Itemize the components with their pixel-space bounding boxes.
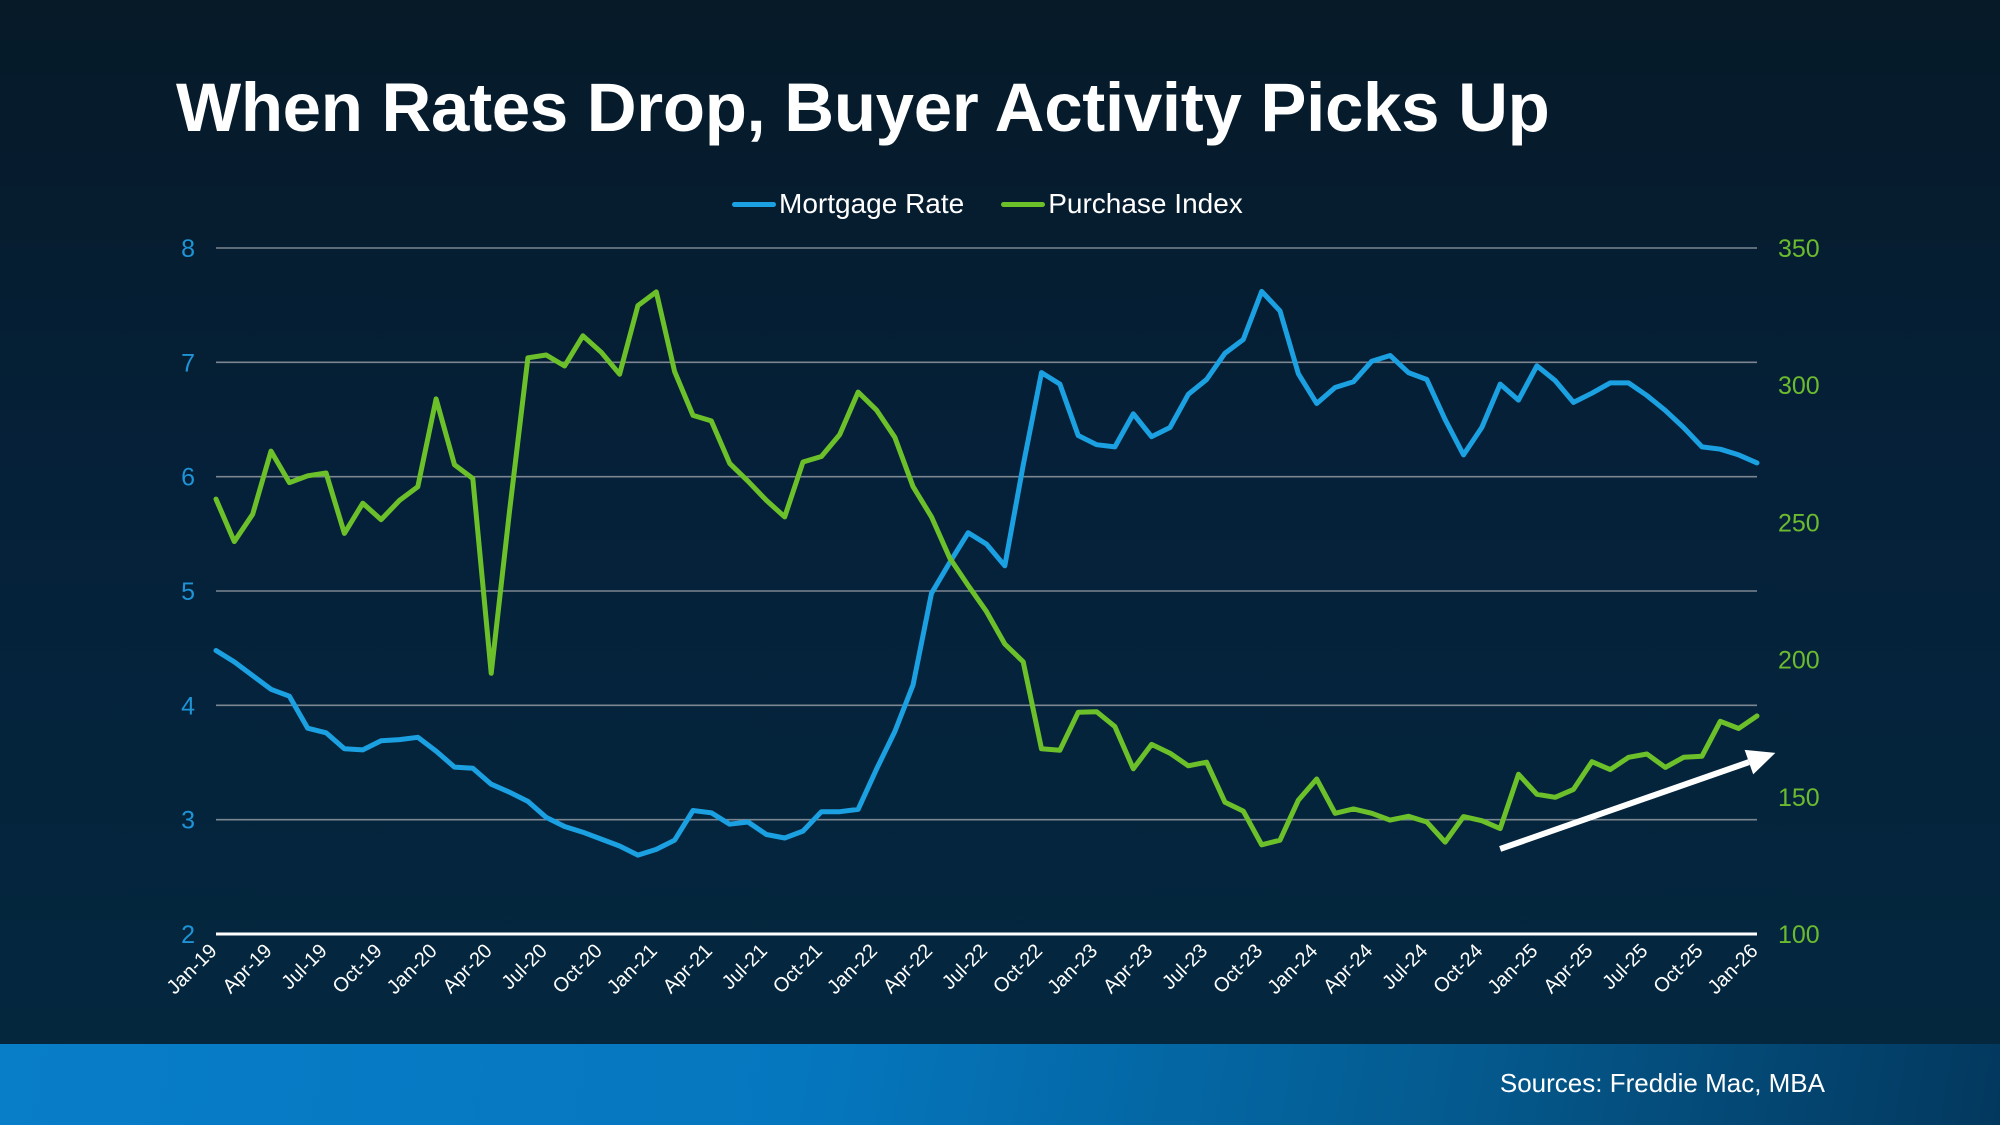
x-axis-tick-label: Oct-25 — [1649, 940, 1707, 998]
legend-item-mortgage-rate: Mortgage Rate — [732, 188, 964, 220]
x-axis-tick-label: Jul-25 — [1598, 940, 1652, 994]
x-axis-tick-label: Apr-24 — [1319, 940, 1377, 998]
x-axis-tick-label: Oct-24 — [1429, 940, 1487, 998]
legend-label-mortgage-rate: Mortgage Rate — [779, 188, 965, 219]
x-axis-tick-label: Apr-22 — [879, 940, 937, 998]
right-axis-ticks: 100 150 200 250 300 350 — [1778, 235, 1820, 949]
left-axis-tick-label: 3 — [181, 807, 195, 835]
x-axis-tick-label: Oct-20 — [549, 940, 607, 998]
series-line-mortgage-rate — [213, 288, 1760, 858]
series-line-purchase-index — [213, 289, 1760, 848]
right-axis-tick-label: 350 — [1778, 235, 1820, 263]
x-axis-tick-label: Jan-22 — [823, 940, 882, 999]
chart-title: When Rates Drop, Buyer Activity Picks Up — [176, 69, 1550, 146]
x-axis-tick-label: Jul-24 — [1378, 940, 1432, 994]
x-axis-tick-label: Oct-19 — [329, 940, 387, 998]
x-axis-tick-label: Oct-22 — [989, 940, 1047, 998]
x-axis-tick-label: Jul-19 — [278, 940, 332, 994]
grid-lines — [216, 247, 1757, 936]
footer-band: Sources: Freddie Mac, MBA — [0, 1044, 2000, 1125]
left-axis-ticks: 2 3 4 5 6 7 8 — [181, 235, 195, 949]
chart-legend: Mortgage Rate Purchase Index — [732, 186, 1280, 222]
right-axis-tick-label: 300 — [1778, 372, 1820, 400]
x-axis-tick-label: Jul-23 — [1158, 940, 1212, 994]
x-axis-tick-label: Oct-23 — [1209, 940, 1267, 998]
x-axis-tick-label: Jan-20 — [383, 940, 442, 999]
x-axis-tick-label: Apr-20 — [439, 940, 497, 998]
x-axis-tick-label: Jan-25 — [1484, 940, 1543, 999]
series-lines — [213, 288, 1760, 858]
right-axis-tick-label: 200 — [1778, 647, 1820, 675]
legend-swatch-purchase-index — [1001, 201, 1046, 207]
x-axis-tick-label: Jan-23 — [1043, 940, 1102, 999]
legend-label-purchase-index: Purchase Index — [1048, 188, 1243, 219]
legend-item-purchase-index: Purchase Index — [1001, 188, 1243, 220]
left-axis-tick-label: 8 — [181, 235, 195, 263]
x-axis-tick-label: Oct-21 — [769, 940, 827, 998]
x-axis-tick-label: Jul-22 — [938, 940, 992, 994]
x-axis-tick-label: Apr-23 — [1099, 940, 1157, 998]
x-axis-tick-label: Jan-26 — [1704, 940, 1763, 999]
x-axis-tick-label: Apr-25 — [1539, 940, 1597, 998]
left-axis-tick-label: 7 — [181, 349, 195, 377]
x-axis-tick-label: Apr-19 — [219, 940, 277, 998]
left-axis-tick-label: 2 — [181, 921, 195, 949]
right-axis-tick-label: 250 — [1778, 509, 1820, 537]
trend-arrow-head-icon — [1744, 749, 1776, 775]
x-axis-tick-label: Jan-24 — [1263, 940, 1322, 999]
right-axis-tick-label: 150 — [1778, 784, 1820, 812]
annotations — [1499, 749, 1776, 852]
x-axis-tick-label: Apr-21 — [659, 940, 717, 998]
left-axis-tick-label: 6 — [181, 464, 195, 492]
x-axis-tick-label: Jul-20 — [498, 940, 552, 994]
x-axis-tick-label: Jan-21 — [603, 940, 662, 999]
right-axis-tick-label: 100 — [1778, 921, 1820, 949]
x-axis-tick-label: Jul-21 — [718, 940, 772, 994]
trend-arrow-shaft — [1499, 759, 1750, 852]
legend-swatch-mortgage-rate — [732, 201, 776, 207]
left-axis-tick-label: 4 — [181, 692, 195, 720]
left-axis-tick-label: 5 — [181, 578, 195, 606]
source-note: Sources: Freddie Mac, MBA — [1499, 1068, 1825, 1098]
